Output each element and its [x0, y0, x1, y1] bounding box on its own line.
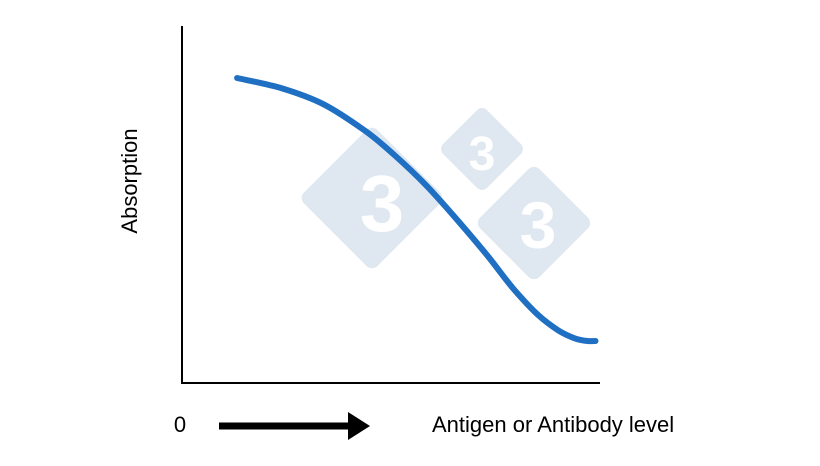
x-axis-label: Antigen or Antibody level — [432, 412, 674, 437]
y-axis-label: Absorption — [117, 128, 142, 233]
watermark-diamond-small: 3 — [441, 108, 523, 190]
x-start-label: 0 — [174, 412, 186, 437]
series-line — [234, 75, 599, 345]
watermark-diamond-right: 3 — [477, 166, 591, 280]
watermark-logo: 3 3 3 — [301, 108, 591, 280]
x-direction-arrow — [219, 412, 370, 440]
watermark-diamond-large: 3 — [301, 127, 443, 269]
watermark-glyph-small: 3 — [469, 128, 496, 181]
watermark-glyph-large: 3 — [360, 159, 405, 248]
watermark-glyph-right: 3 — [520, 188, 557, 262]
